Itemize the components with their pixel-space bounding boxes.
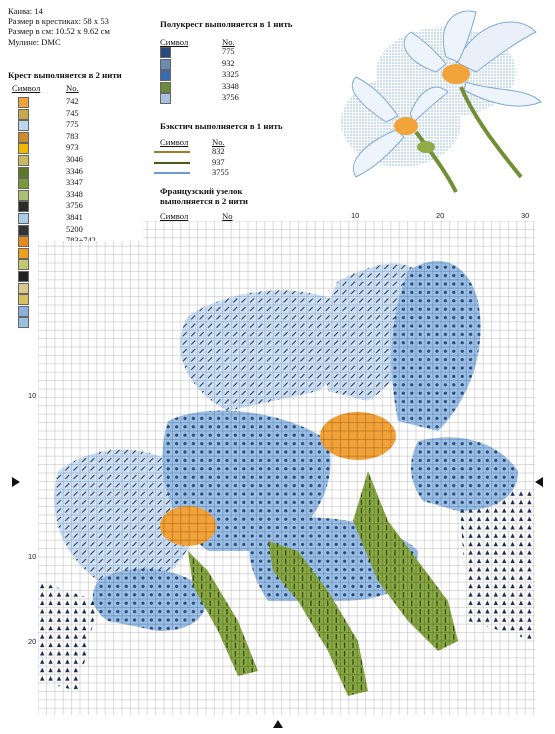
tick-left-10b: 10 [28,552,37,561]
half-key-dmc-number: 932 [222,58,235,68]
minus-icon [18,271,29,282]
cross-key-row: 742 [18,96,158,108]
star-icon [160,58,171,70]
cross-key-dmc-number: 973 [66,143,79,153]
cross-key-dmc-number: 3046 [66,155,83,164]
cross-col-symbol: Символ [12,83,41,93]
cross-key-row: 3346 [18,166,158,178]
center-marker-bottom-icon [273,720,283,728]
cross-key-row: 973 [18,142,158,155]
half-key-dmc-number: 3348 [222,81,239,91]
cross-key-dmc-number: 5200 [66,224,83,234]
circle-icon [160,70,171,82]
cross-key-dmc-number: 745 [66,108,79,118]
cross-key-row: 3348 [18,189,158,201]
cross-key-row: 3756 [18,200,158,213]
leaf-icon [18,201,29,213]
cross-key-row: 745 [18,108,158,120]
heart-icon [18,143,29,155]
triangle-icon [18,282,29,294]
half-col-symbol: Символ [160,37,189,47]
ring-icon [18,305,29,317]
cross-key-row: 775 [18,119,158,132]
backstitch-key-dmc-number: 937 [212,157,225,167]
orange-figure-icon [18,97,29,108]
backstitch-key-row: 832 [154,146,294,157]
cross-key-dmc-number: 783 [66,131,79,141]
cross-title: Крест выполняется в 2 нити [8,70,122,80]
half-key-row: 3756 [160,92,300,105]
backstitch-key-row: 3755 [154,167,294,178]
green-square-icon [18,166,29,178]
daisy-preview-image [341,10,542,193]
floss-brand: Мулине: DMC [8,36,61,47]
double-slash-icon [18,108,29,120]
cross-key-dmc-number: 3841 [66,213,83,222]
green-square-icon [18,178,29,190]
backstitch-col-no: No. [212,137,225,147]
half-key-row: 932 [160,58,300,70]
h-icon [18,317,29,329]
blank-square-icon [18,120,29,132]
cross-stitch-chart [38,221,535,715]
half-key-dmc-number: 3325 [222,70,239,80]
backstitch-key-dmc-number: 3755 [212,168,229,177]
cross-key-row: 5200 [18,224,158,236]
tick-left-20: 20 [28,637,37,646]
half-title: Полукрест выполняется в 1 нить [160,19,293,29]
crossed-square-icon [18,189,29,201]
cross-key-dmc-number: 775 [66,120,79,130]
square-dot-icon [18,155,29,166]
hook-icon [18,224,29,236]
dark-square-icon [18,131,29,143]
tick-top-20: 20 [436,211,445,220]
cross-key-dmc-number: 3346 [66,166,83,176]
center-marker-right-icon [535,477,543,487]
circle-dot-icon [18,294,29,306]
half-key-dmc-number: 775 [222,47,235,56]
drop-icon [18,236,29,248]
pattern-info: Канва: 14 Размер в крестиках: 58 x 53 Ра… [8,6,110,47]
m-icon [160,93,171,105]
cross-key-row: 3046 [18,154,158,166]
cross-col-no: No. [66,83,79,93]
cross-key-dmc-number: 783+742 [66,236,96,246]
cross-key-row: 3841 [18,212,158,224]
blue-square-icon [18,213,29,224]
backstitch-key-dmc-number: 832 [212,147,225,156]
tick-left-10a: 10 [28,391,37,400]
backstitch-line-icon [154,151,190,153]
size-cm: Размер в см: 10.52 x 9.62 см [8,26,110,37]
cross-key-dmc-number: 3756 [66,201,83,211]
dash-icon [18,259,29,271]
tick-top-10: 10 [351,211,360,220]
french-title-1: Французский узелок [160,186,243,196]
backstitch-title: Бэкстич выполняется в 1 нить [160,121,283,131]
canvas-count: Канва: 14 [8,6,43,16]
cross-key-row: 3347 [18,177,158,190]
french-title-2: выполняется в 2 нити [160,196,249,206]
half-key-row: 3325 [160,69,300,82]
half-col-no: No. [222,37,235,47]
french-col-symbol: Символ [160,211,189,221]
x-icon [18,247,29,259]
backstitch-line-icon [154,172,190,174]
half-key-row: 775 [160,46,300,58]
french-col-no: No [222,211,233,221]
cross-key-dmc-number: 742 [66,97,79,106]
arrow-icon [160,81,171,93]
backstitch-line-icon [154,161,190,164]
tick-top-30: 30 [521,211,530,220]
cross-key-dmc-number: 3347 [66,178,83,188]
backstitch-col-symbol: Символ [160,137,189,147]
size-stitches: Размер в крестиках: 58 x 53 [8,16,109,27]
center-marker-left-icon [12,477,20,487]
cross-key-row: 783+742 [18,235,158,248]
spade-icon [160,47,171,58]
half-key-dmc-number: 3756 [222,93,239,103]
backstitch-key-row: 937 [154,157,294,168]
cross-key-row: 783 [18,131,158,143]
cross-key-dmc-number: 3348 [66,189,83,199]
half-key-row: 3348 [160,81,300,93]
